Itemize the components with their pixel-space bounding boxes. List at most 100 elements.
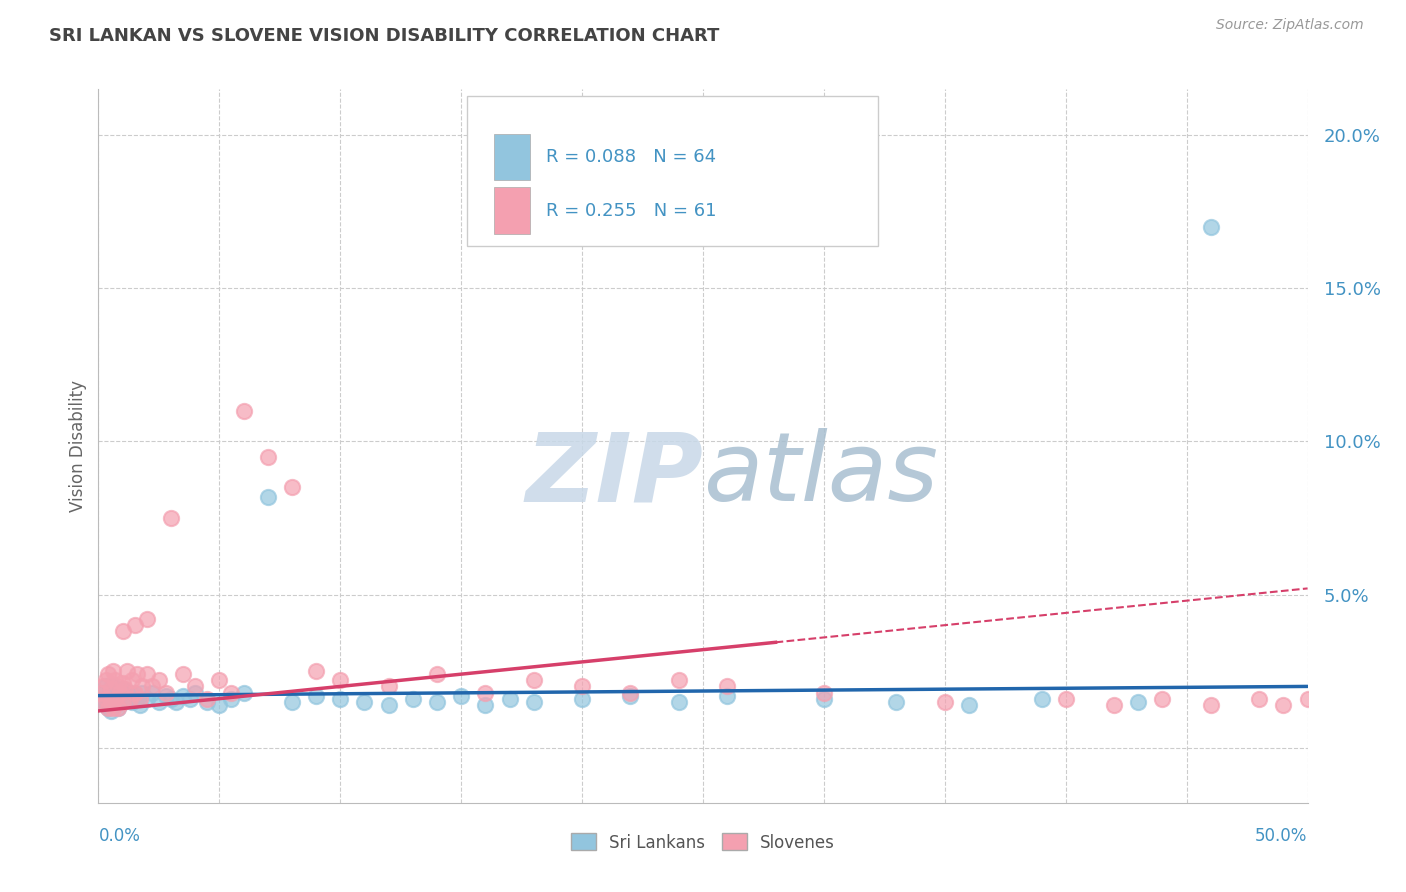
Point [135,667,157,681]
Point [127,667,149,681]
Point [108,685,131,699]
Point [1249,691,1271,706]
Point [107,701,129,715]
Point [94,680,117,694]
Point [111,676,134,690]
Point [141,680,163,694]
FancyBboxPatch shape [467,96,879,246]
Point [813,685,835,699]
Point [107,689,129,703]
Point [97,701,120,715]
Point [117,691,139,706]
Point [97,701,120,715]
Point [118,691,141,706]
Point [90,685,112,699]
Point [184,680,207,694]
Point [716,680,738,694]
Point [1272,698,1295,712]
Point [100,682,122,697]
Point [813,691,835,706]
Text: ZIP: ZIP [524,428,703,521]
Point [179,691,201,706]
Point [1031,691,1053,706]
Point [329,673,352,688]
Point [619,685,641,699]
Point [101,698,124,712]
Point [141,685,163,699]
Point [305,689,328,703]
Point [91,695,114,709]
Point [450,689,472,703]
Point [474,698,496,712]
Point [184,685,207,699]
Point [668,673,690,688]
Point [128,698,150,712]
Point [121,673,143,688]
Point [232,404,254,418]
Point [104,691,127,706]
Point [127,691,149,706]
Point [232,685,254,699]
Point [94,691,117,706]
Point [195,691,218,706]
Point [195,695,218,709]
Point [165,695,187,709]
Point [281,695,304,709]
Point [1199,220,1222,235]
Point [111,695,134,709]
Point [111,624,134,639]
Point [305,664,328,678]
Point [498,691,520,706]
Point [256,450,278,464]
Point [94,698,117,712]
Point [124,689,146,703]
Point [1128,695,1150,709]
Point [108,691,131,706]
FancyBboxPatch shape [494,187,530,234]
Point [619,689,641,703]
Point [523,673,546,688]
Point [91,680,114,694]
Point [221,691,243,706]
Point [377,680,399,694]
Text: R = 0.255   N = 61: R = 0.255 N = 61 [546,202,716,219]
Point [100,695,122,709]
Text: atlas: atlas [703,428,938,521]
Point [131,680,153,694]
Point [90,689,112,703]
Point [281,480,304,494]
Point [155,685,177,699]
Point [117,664,139,678]
Point [377,698,399,712]
Point [426,667,449,681]
Point [155,689,177,703]
Point [101,680,124,694]
Y-axis label: Vision Disability: Vision Disability [69,380,87,512]
Point [114,689,136,703]
FancyBboxPatch shape [494,134,530,180]
Point [160,511,183,525]
Point [97,685,120,699]
Point [668,695,690,709]
Point [100,691,122,706]
Point [474,685,496,699]
Point [131,685,153,699]
Point [118,685,141,699]
Point [107,701,129,715]
Point [91,685,114,699]
Point [124,685,146,699]
Point [111,695,134,709]
Point [1152,691,1174,706]
Point [1199,698,1222,712]
Point [148,695,170,709]
Point [94,691,117,706]
Point [135,612,157,626]
Point [100,704,122,718]
Point [160,691,183,706]
Point [94,673,117,688]
Point [148,673,170,688]
Point [571,680,593,694]
Point [208,673,231,688]
Point [886,695,908,709]
Text: R = 0.088   N = 64: R = 0.088 N = 64 [546,148,716,166]
